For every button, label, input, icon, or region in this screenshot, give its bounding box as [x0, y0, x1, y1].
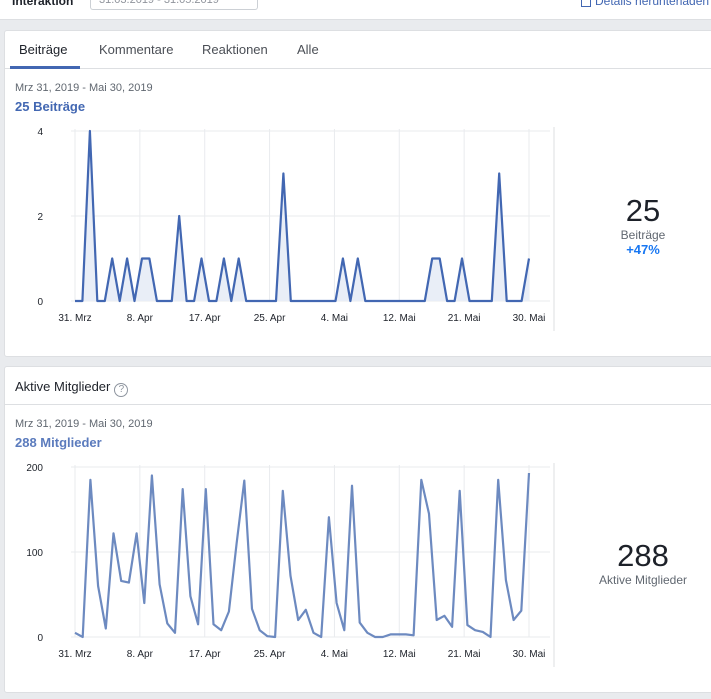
posts-change: +47% [626, 242, 660, 257]
tab-bar: Beiträge Kommentare Reaktionen Alle [5, 31, 711, 69]
active-members-title-text: Aktive Mitglieder [15, 379, 111, 394]
tab-posts[interactable]: Beiträge [19, 42, 68, 57]
tab-comments[interactable]: Kommentare [99, 42, 174, 57]
tab-all[interactable]: Alle [297, 42, 319, 57]
posts-y-tick-label: 0 [37, 297, 43, 308]
members-y-tick-label: 100 [26, 548, 43, 559]
members-summary: 288 Aktive Mitglieder [568, 538, 711, 588]
members-x-tick-label: 8. Apr [127, 649, 154, 660]
posts-card: Beiträge Kommentare Reaktionen Alle Mrz … [4, 30, 711, 357]
members-y-tick-label: 0 [37, 633, 43, 644]
posts-x-tick-label: 21. Mai [448, 313, 481, 324]
download-icon [581, 0, 591, 7]
date-range-text: Mrz 31, 2019 - Mai 30, 2019 [15, 82, 153, 94]
active-members-header: Aktive Mitglieder? [5, 367, 711, 405]
posts-x-tick-label: 8. Apr [127, 313, 154, 324]
active-members-title: Aktive Mitglieder? [15, 379, 129, 397]
members-total: 288 [617, 538, 669, 573]
date-range-input[interactable]: 31.03.2019 - 31.05.2019 [90, 0, 258, 10]
tab-reactions[interactable]: Reaktionen [202, 42, 268, 57]
members-x-tick-label: 17. Apr [189, 649, 221, 660]
top-toolbar: Interaktion 31.03.2019 - 31.05.2019 Deta… [0, 0, 711, 20]
posts-x-tick-label: 12. Mai [383, 313, 416, 324]
members-x-tick-label: 30. Mai [513, 649, 546, 660]
members-chart: 31. Mrz 8. Apr 17. Apr 25. Apr 4. Mai 12. Mai… [26, 463, 555, 667]
members-x-tick-label: 21. Mai [448, 649, 481, 660]
members-y-tick-label: 200 [26, 463, 43, 474]
posts-x-tick-label: 30. Mai [513, 313, 546, 324]
posts-total-label: Beiträge [620, 228, 666, 242]
posts-chart: 31. Mrz 8. Apr 17. Apr 25. Apr 4. Mai 12. Mai… [37, 127, 555, 331]
active-members-card: Aktive Mitglieder? Mrz 31, 2019 - Mai 30… [4, 366, 711, 693]
members-x-tick-label: 31. Mrz [58, 649, 91, 660]
posts-x-tick-label: 4. Mai [321, 313, 348, 324]
members-x-tick-label: 25. Apr [254, 649, 286, 660]
members-x-tick-label: 4. Mai [321, 649, 348, 660]
members-x-tick-label: 12. Mai [383, 649, 416, 660]
interaction-label: Interaktion [12, 0, 74, 8]
members-count-label: 288 Mitglieder [15, 435, 102, 450]
download-details-link[interactable]: Details herunterladen [581, 0, 709, 8]
active-tab-indicator [10, 66, 80, 69]
posts-x-tick-label: 17. Apr [189, 313, 221, 324]
posts-count-label: 25 Beiträge [15, 99, 86, 114]
posts-summary: 25 Beiträge +47% [568, 194, 711, 258]
posts-x-tick-label: 25. Apr [254, 313, 286, 324]
help-icon[interactable]: ? [114, 383, 129, 397]
posts-y-tick-label: 4 [37, 127, 43, 138]
members-series-line [74, 472, 531, 639]
posts-series-line [75, 129, 531, 303]
posts-x-tick-label: 31. Mrz [58, 313, 91, 324]
download-label: Details herunterladen [595, 0, 710, 8]
posts-y-tick-label: 2 [37, 212, 43, 223]
posts-total: 25 [625, 193, 661, 228]
members-total-label: Aktive Mitglieder [598, 573, 688, 587]
date-range-text: Mrz 31, 2019 - Mai 30, 2019 [15, 418, 153, 430]
